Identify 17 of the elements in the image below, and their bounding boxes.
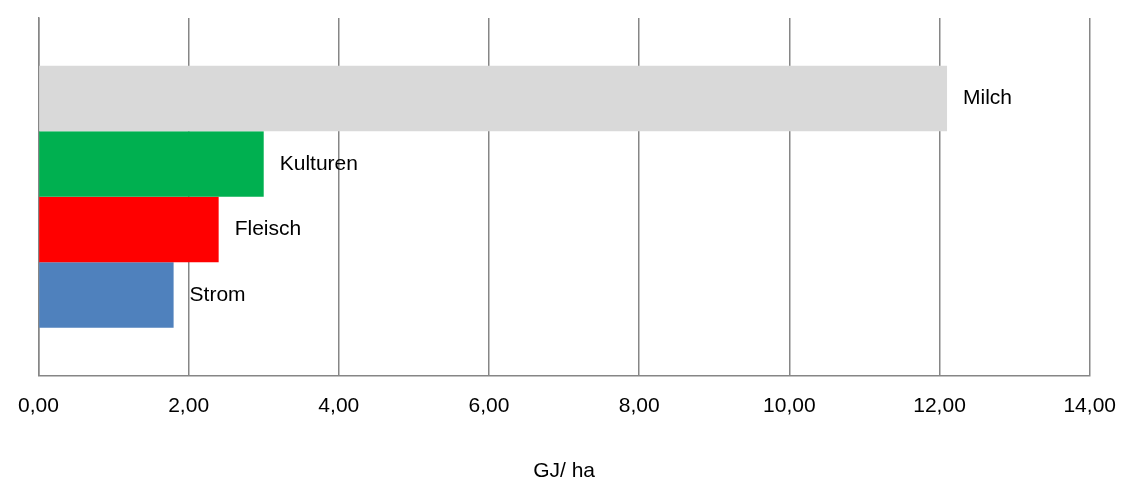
series-label: Fleisch — [234, 216, 302, 240]
series-label: Milch — [963, 85, 1013, 109]
x-tick-label: 4,00 — [318, 393, 360, 416]
bar — [39, 196, 219, 263]
x-axis-title: GJ/ ha — [533, 458, 596, 482]
x-tick-label: 10,00 — [763, 393, 816, 416]
series-label: Kulturen — [279, 150, 358, 174]
x-tick-label: 12,00 — [913, 393, 966, 416]
bar — [39, 131, 264, 197]
x-tick-label: 6,00 — [468, 393, 510, 416]
x-tick-label: 8,00 — [618, 393, 660, 416]
x-tick-label: 0,00 — [18, 393, 59, 416]
bar — [39, 65, 948, 132]
x-tick-label: 2,00 — [168, 393, 210, 416]
series-label: Strom — [189, 281, 246, 305]
x-tick-label: 14,00 — [1063, 393, 1117, 416]
bar — [39, 262, 174, 328]
